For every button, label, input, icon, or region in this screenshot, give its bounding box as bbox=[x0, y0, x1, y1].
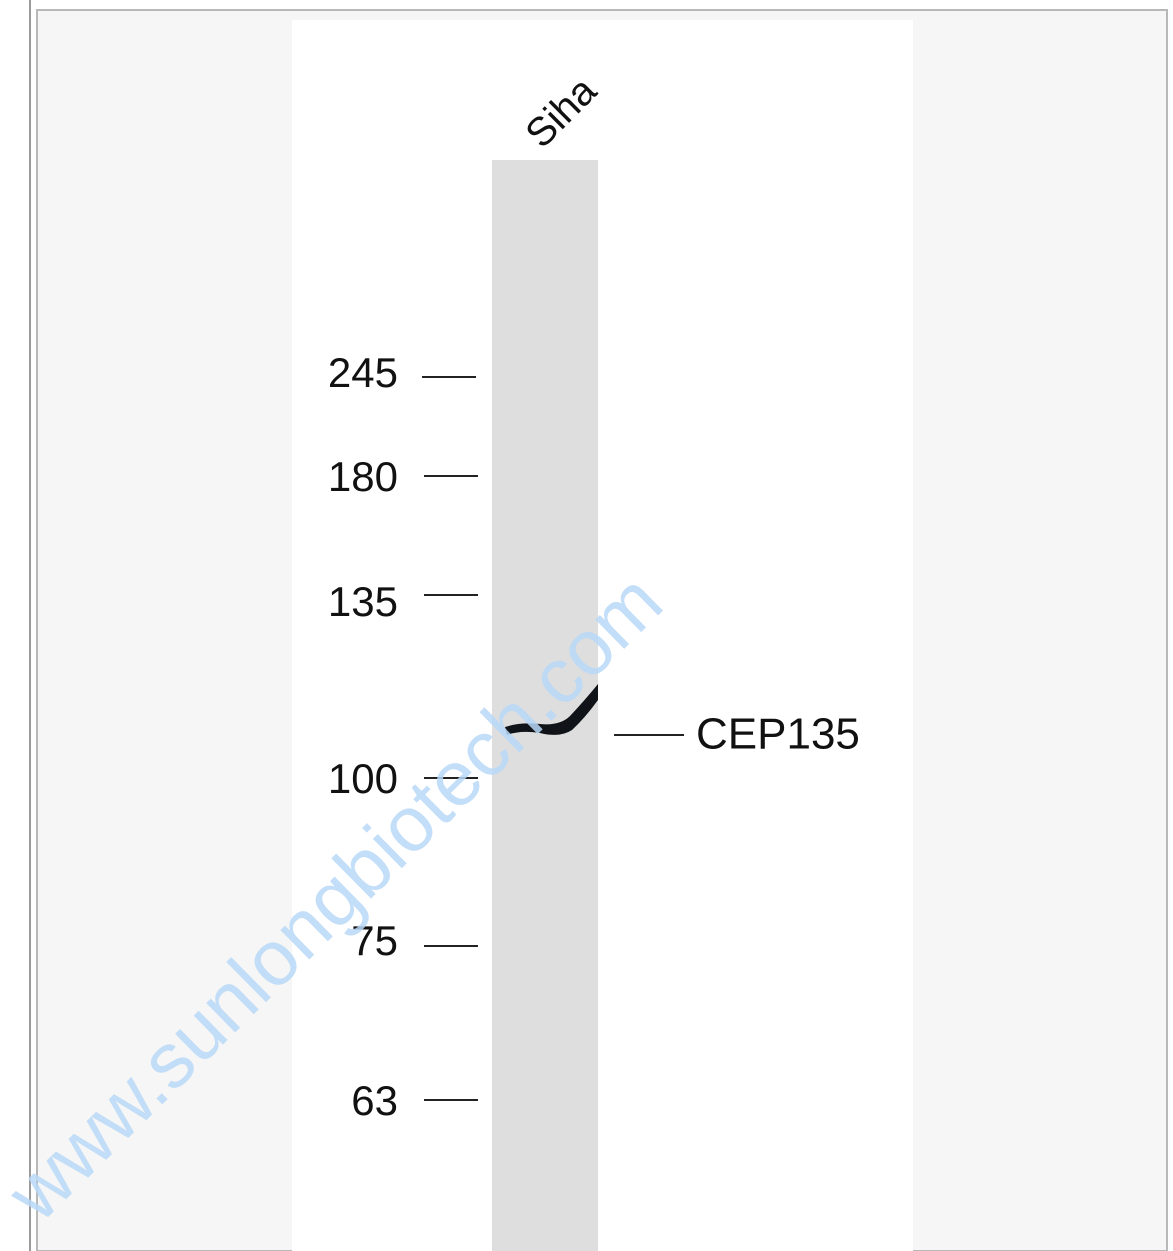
marker-label: 245 bbox=[328, 349, 398, 396]
page: {"blot": {"lane_label": "Siha", "markers… bbox=[0, 0, 1173, 1251]
marker-label: 135 bbox=[328, 578, 398, 625]
marker-label: 63 bbox=[351, 1077, 398, 1124]
body: Siha 245 180 135 100 75 63 CEP135 www.su… bbox=[0, 0, 1173, 1251]
marker-label: 180 bbox=[328, 453, 398, 500]
band-label: CEP135 bbox=[696, 710, 860, 759]
screenshot: Siha 245 180 135 100 75 63 CEP135 www.su… bbox=[0, 0, 1173, 1251]
